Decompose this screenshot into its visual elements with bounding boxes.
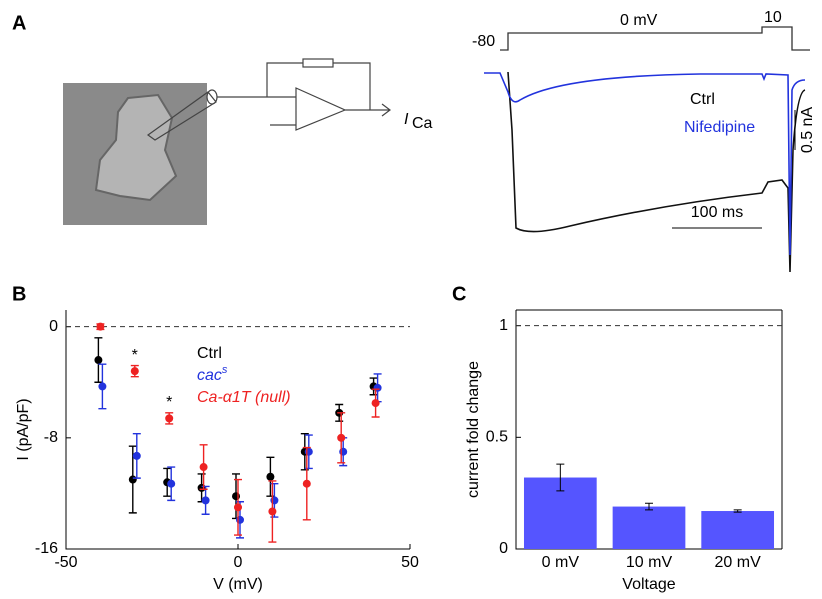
protocol-label: -80 [472,33,495,50]
legend-label: Ca-α1T (null) [197,389,291,406]
data-point [236,515,244,524]
data-point [270,496,279,505]
legend-label: Nifedipine [684,119,755,136]
legend-label: cacs [197,364,228,384]
legend-label: Ctrl [690,91,715,108]
data-point [339,447,348,456]
panel-letter: B [12,283,26,305]
data-point [165,414,174,423]
x-tick-label: 20 mV [715,554,762,571]
x-tick-label: 0 [234,554,243,571]
y-tick-label: 0.5 [486,429,508,446]
error-bar [556,463,565,492]
data-point [232,492,240,501]
panel-letter: A [12,12,26,34]
data-point [128,475,137,484]
x-tick-label: -50 [54,554,77,571]
charts: B 0 -8 -16 I (pA/pF) V (mV) -50 0 50 Ctrl cacs Ca-α… [12,283,783,593]
significance-marker: * [166,394,172,411]
bar [612,506,686,549]
data-point [268,507,277,516]
legend-superscript: s [222,364,228,376]
scale-label: 0.5 nA [799,107,816,154]
data-point [302,479,311,488]
scale-label: 100 ms [691,204,743,221]
x-axis-label: Voltage [622,576,675,593]
current-subscript: Ca [412,115,433,132]
data-point [96,322,105,331]
ctrl-trace [507,71,806,273]
legend-label: Ctrl [197,345,222,362]
bar [701,511,775,549]
legend-name: cac [197,367,222,384]
amplifier-schematic [146,58,391,141]
x-tick-label: 10 mV [626,554,673,571]
protocol-label: 10 [764,9,782,26]
data-point [167,479,176,488]
error-bar [733,509,742,513]
y-tick-label: -8 [44,429,58,446]
x-tick-label: 50 [401,554,419,571]
y-tick-label: 0 [49,318,58,335]
data-point [132,451,141,460]
data-point [373,383,382,392]
data-point [201,496,210,505]
y-axis-label: I (pA/pF) [15,398,32,460]
significance-marker: * [132,347,138,364]
y-tick-label: 0 [499,540,508,557]
panel-letter: C [452,283,466,305]
data-point [94,356,103,365]
data-point [234,503,242,512]
data-point [98,382,107,391]
current-label: I [404,111,409,128]
x-tick-label: 0 mV [542,554,580,571]
nifedipine-trace [484,72,806,256]
legend-name: Ca-α1T (null) [197,389,291,406]
x-axis-label: V (mV) [213,576,263,593]
protocol-label: 0 mV [620,12,658,29]
cell [94,93,178,202]
data-point [304,447,313,456]
error-bar [645,502,653,511]
data-point [266,472,275,481]
data-point [130,367,139,376]
data-point [199,463,208,472]
voltage-protocol [500,26,810,51]
data-point [337,433,346,442]
y-tick-label: 1 [499,317,508,334]
y-tick-label: -16 [35,540,58,557]
data-point [197,483,206,492]
y-axis-label: current fold change [465,361,482,498]
data-point [371,399,380,408]
legend-name: Ctrl [197,345,222,362]
